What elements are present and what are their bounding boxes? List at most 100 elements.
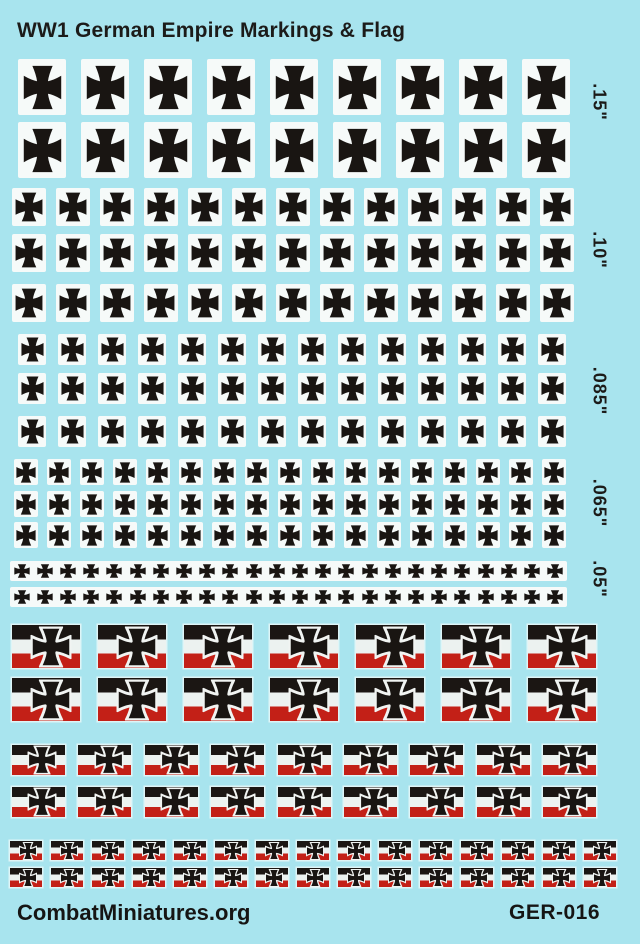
german-empire-flag-decal	[12, 678, 80, 721]
iron-cross-icon	[260, 376, 284, 401]
iron-cross-decal	[212, 491, 236, 517]
iron-cross-icon	[148, 461, 168, 483]
iron-cross-decal	[178, 416, 206, 447]
iron-cross-icon	[214, 493, 234, 515]
iron-cross-decal	[336, 562, 356, 580]
iron-cross-decal	[151, 588, 171, 606]
iron-cross-decal	[276, 188, 310, 226]
iron-cross-decal	[144, 234, 178, 272]
german-empire-flag-decal	[502, 868, 534, 887]
iron-cross-icon	[420, 419, 444, 444]
iron-cross-decal	[378, 373, 406, 404]
iron-cross-icon	[181, 493, 201, 515]
iron-cross-icon	[379, 493, 399, 515]
german-empire-flag-decal	[461, 841, 493, 860]
iron-cross-decal	[406, 562, 426, 580]
iron-cross-icon	[380, 376, 404, 401]
iron-cross-decal	[197, 588, 217, 606]
iron-cross-decal	[128, 588, 147, 606]
iron-cross-decal	[458, 373, 486, 404]
iron-cross-icon	[455, 238, 483, 268]
iron-cross-decal	[14, 522, 38, 548]
iron-cross-decal	[58, 334, 86, 365]
iron-cross-icon	[367, 288, 395, 318]
iron-cross-decal	[56, 188, 90, 226]
iron-cross-icon	[460, 419, 484, 444]
iron-cross-icon	[340, 419, 364, 444]
iron-cross-decal	[18, 122, 66, 178]
iron-cross-icon	[176, 564, 192, 578]
iron-cross-decal	[14, 459, 38, 485]
iron-cross-decal	[278, 491, 302, 517]
iron-cross-icon	[15, 238, 43, 268]
iron-cross-icon	[499, 288, 527, 318]
size-label-2: .085"	[589, 366, 610, 416]
iron-cross-decal	[232, 188, 266, 226]
iron-cross-decal	[408, 188, 442, 226]
decal-backing-strip	[10, 587, 567, 607]
iron-cross-decal	[113, 459, 137, 485]
iron-cross-icon	[527, 128, 565, 172]
iron-cross-icon	[279, 238, 307, 268]
iron-cross-icon	[106, 590, 122, 604]
german-empire-flag-decal	[543, 868, 575, 887]
iron-cross-icon	[412, 493, 432, 515]
german-empire-flag-decal	[543, 787, 597, 817]
german-empire-flag-decal	[184, 625, 252, 668]
iron-cross-icon	[323, 238, 351, 268]
size-label-3: .065"	[589, 478, 610, 528]
iron-cross-icon	[313, 461, 333, 483]
iron-cross-decal	[128, 562, 147, 580]
iron-cross-icon	[499, 238, 527, 268]
german-empire-flag-decal	[543, 841, 575, 860]
iron-cross-icon	[511, 461, 531, 483]
iron-cross-decal	[80, 459, 104, 485]
iron-cross-icon	[30, 679, 72, 720]
german-empire-flag-decal	[338, 841, 370, 860]
iron-cross-icon	[235, 238, 263, 268]
iron-cross-decal	[276, 234, 310, 272]
iron-cross-icon	[388, 841, 407, 860]
iron-cross-icon	[374, 626, 416, 667]
iron-cross-icon	[86, 65, 124, 109]
iron-cross-icon	[115, 461, 135, 483]
iron-cross-icon	[60, 419, 84, 444]
iron-cross-decal	[174, 562, 194, 580]
iron-cross-decal	[320, 234, 354, 272]
iron-cross-decal	[540, 284, 574, 322]
iron-cross-icon	[222, 564, 238, 578]
iron-cross-decal	[100, 284, 134, 322]
iron-cross-icon	[313, 493, 333, 515]
iron-cross-icon	[191, 288, 219, 318]
iron-cross-decal	[278, 459, 302, 485]
iron-cross-icon	[82, 493, 102, 515]
iron-cross-icon	[511, 868, 530, 887]
iron-cross-icon	[60, 337, 84, 362]
iron-cross-decal	[146, 522, 170, 548]
iron-cross-icon	[359, 787, 389, 817]
iron-cross-icon	[23, 128, 61, 172]
iron-cross-decal	[12, 234, 46, 272]
german-empire-flag-decal	[51, 841, 83, 860]
iron-cross-icon	[148, 493, 168, 515]
iron-cross-icon	[153, 590, 169, 604]
iron-cross-decal	[542, 491, 566, 517]
german-empire-flag-decal	[476, 745, 530, 775]
iron-cross-icon	[100, 419, 124, 444]
iron-cross-icon	[214, 524, 234, 546]
iron-cross-icon	[524, 564, 540, 578]
german-empire-flag-decal	[543, 745, 597, 775]
iron-cross-icon	[82, 461, 102, 483]
iron-cross-decal	[418, 416, 446, 447]
iron-cross-decal	[278, 522, 302, 548]
iron-cross-decal	[138, 373, 166, 404]
iron-cross-decal	[258, 373, 286, 404]
iron-cross-icon	[380, 337, 404, 362]
german-empire-flag-decal	[356, 678, 424, 721]
iron-cross-icon	[306, 868, 325, 887]
iron-cross-decal	[522, 588, 542, 606]
iron-cross-decal	[270, 122, 318, 178]
iron-cross-icon	[20, 376, 44, 401]
iron-cross-icon	[460, 679, 502, 720]
iron-cross-decal	[498, 416, 526, 447]
